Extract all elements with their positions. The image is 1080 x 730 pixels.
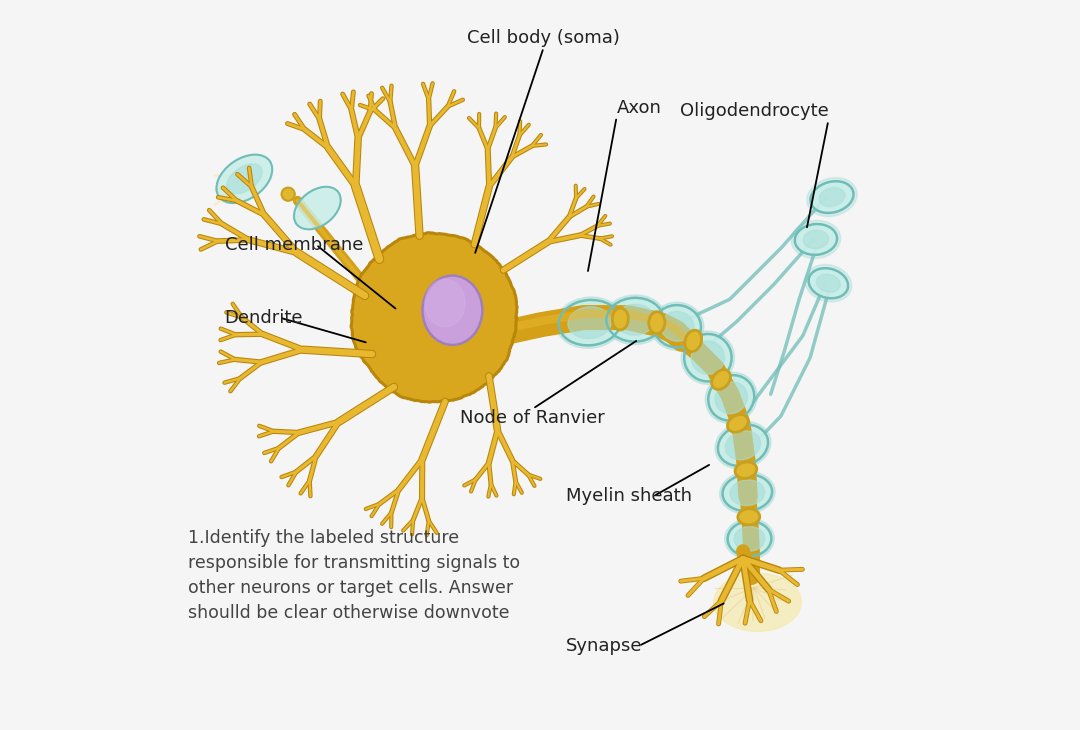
Text: Node of Ranvier: Node of Ranvier <box>460 409 605 427</box>
Ellipse shape <box>653 305 701 347</box>
Ellipse shape <box>726 431 760 460</box>
Ellipse shape <box>661 312 693 341</box>
Ellipse shape <box>684 334 731 381</box>
Text: Cell membrane: Cell membrane <box>225 236 363 253</box>
Ellipse shape <box>738 509 759 525</box>
Ellipse shape <box>719 472 775 514</box>
Ellipse shape <box>216 155 272 203</box>
Text: Oligodendrocyte: Oligodendrocyte <box>679 102 828 120</box>
Ellipse shape <box>705 372 757 423</box>
Ellipse shape <box>819 188 845 207</box>
Ellipse shape <box>685 330 702 352</box>
Ellipse shape <box>807 177 858 217</box>
Ellipse shape <box>615 304 654 335</box>
Ellipse shape <box>681 331 734 384</box>
Text: Synapse: Synapse <box>566 637 642 655</box>
Ellipse shape <box>712 370 730 389</box>
Ellipse shape <box>612 308 629 330</box>
Ellipse shape <box>735 462 757 478</box>
Ellipse shape <box>809 268 848 299</box>
Text: Myelin sheath: Myelin sheath <box>566 488 691 505</box>
Text: 1.Identify the labeled structure
responsible for transmitting signals to
other n: 1.Identify the labeled structure respons… <box>188 529 521 622</box>
Ellipse shape <box>728 415 748 432</box>
Polygon shape <box>351 233 517 402</box>
Ellipse shape <box>422 276 483 345</box>
Ellipse shape <box>730 480 765 506</box>
Ellipse shape <box>227 164 262 194</box>
Ellipse shape <box>708 375 754 420</box>
Ellipse shape <box>810 181 853 213</box>
Ellipse shape <box>282 188 295 201</box>
Text: Cell body (soma): Cell body (soma) <box>468 29 620 47</box>
Ellipse shape <box>294 187 340 229</box>
Ellipse shape <box>556 297 623 348</box>
Ellipse shape <box>715 422 771 469</box>
Ellipse shape <box>558 300 621 345</box>
Ellipse shape <box>691 341 725 374</box>
Ellipse shape <box>568 307 611 339</box>
Ellipse shape <box>607 298 663 342</box>
Ellipse shape <box>723 474 772 511</box>
Ellipse shape <box>804 230 828 249</box>
Ellipse shape <box>714 573 801 631</box>
Ellipse shape <box>728 521 771 556</box>
Ellipse shape <box>715 382 747 414</box>
Ellipse shape <box>734 526 765 551</box>
Ellipse shape <box>604 295 666 345</box>
Ellipse shape <box>426 280 465 327</box>
Text: Dendrite: Dendrite <box>225 309 303 326</box>
Polygon shape <box>351 233 517 402</box>
Ellipse shape <box>816 274 840 292</box>
Text: Axon: Axon <box>617 99 662 117</box>
Ellipse shape <box>792 220 840 258</box>
Ellipse shape <box>725 518 774 559</box>
Ellipse shape <box>795 224 837 255</box>
Ellipse shape <box>805 264 852 302</box>
Ellipse shape <box>718 425 768 466</box>
Ellipse shape <box>650 302 704 350</box>
Ellipse shape <box>649 312 665 334</box>
